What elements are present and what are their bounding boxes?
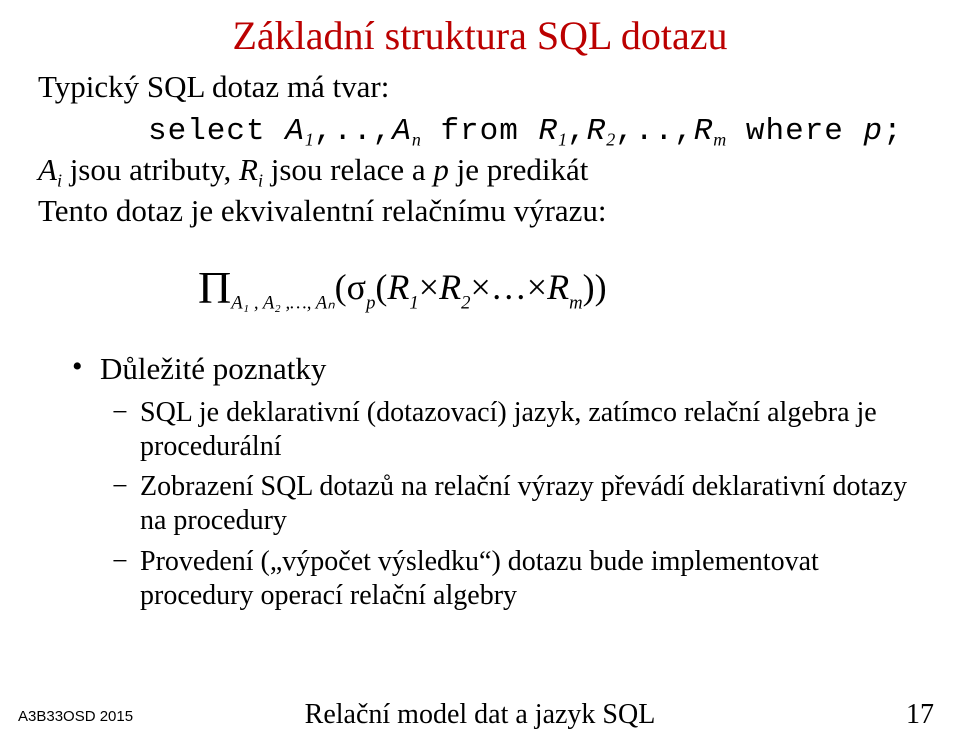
comma-dots-2: ,..,: [615, 114, 693, 149]
Rm: R: [547, 267, 569, 307]
pi-symbol: Π: [198, 262, 231, 313]
relational-formula: ΠA₁ , A₂ ,…, Aₙ(σp(R1×R2×…×Rm)): [38, 260, 938, 316]
equiv-line: Tento dotaz je ekvivalentní relačnímu vý…: [38, 192, 938, 230]
slide: Základní struktura SQL dotazu Typický SQ…: [0, 0, 960, 749]
kw-where: where: [726, 114, 863, 149]
ident-p: p: [864, 114, 884, 149]
bullet-list: Důležité poznatky SQL je deklarativní (d…: [38, 350, 938, 613]
bullet-important: Důležité poznatky: [68, 350, 938, 388]
bullet-sql-declarative: SQL je deklarativní (dotazovací) jazyk, …: [68, 396, 938, 464]
sigma-symbol: σ: [347, 267, 366, 307]
R1-sub: 1: [409, 292, 418, 313]
text-jsou-relace: jsou relace a: [263, 152, 433, 187]
bullet-execution: Provedení („výpočet výsledku“) dotazu bu…: [68, 545, 938, 613]
ident-R2: R: [587, 114, 607, 149]
Ri-R: R: [239, 152, 258, 187]
comma-1: ,: [567, 114, 587, 149]
slide-body: Typický SQL dotaz má tvar: select A1,..,…: [38, 68, 938, 619]
footer-page-number: 17: [906, 699, 934, 731]
pi-sub: A₁ , A₂ ,…, Aₙ: [231, 292, 334, 313]
times-1: ×: [419, 267, 439, 307]
slide-title: Základní struktura SQL dotazu: [0, 12, 960, 59]
lparen-2: (: [375, 267, 387, 307]
sub-n: n: [412, 129, 421, 149]
kw-select: select: [148, 114, 285, 149]
Ai-A: A: [38, 152, 57, 187]
sub-R2: 2: [606, 129, 615, 149]
semicolon: ;: [883, 114, 903, 149]
kw-from: from: [421, 114, 539, 149]
sub-1: 1: [305, 129, 314, 149]
sub-R1: 1: [558, 129, 567, 149]
times-dots: ×…×: [470, 267, 547, 307]
ident-A1: A: [285, 114, 305, 149]
select-statement: select A1,..,An from R1,R2,..,Rm where p…: [38, 110, 938, 151]
text-je-predikat: je predikát: [449, 152, 588, 187]
footer-title: Relační model dat a jazyk SQL: [0, 699, 960, 731]
text-jsou-atributy: jsou atributy,: [62, 152, 239, 187]
comma-dots-1: ,..,: [314, 114, 392, 149]
bullet-mapping: Zobrazení SQL dotazů na relační výrazy p…: [68, 470, 938, 538]
rparens: )): [583, 267, 607, 307]
p-ident: p: [433, 152, 449, 187]
attrs-relations-line: Ai jsou atributy, Ri jsou relace a p je …: [38, 151, 938, 192]
ident-Rm: R: [694, 114, 714, 149]
sub-Rm: m: [713, 129, 726, 149]
R2: R: [439, 267, 461, 307]
Rm-sub: m: [569, 292, 583, 313]
R1: R: [387, 267, 409, 307]
intro-line: Typický SQL dotaz má tvar:: [38, 68, 938, 106]
lparen-1: (: [335, 267, 347, 307]
ident-An: A: [392, 114, 412, 149]
ident-R1: R: [538, 114, 558, 149]
